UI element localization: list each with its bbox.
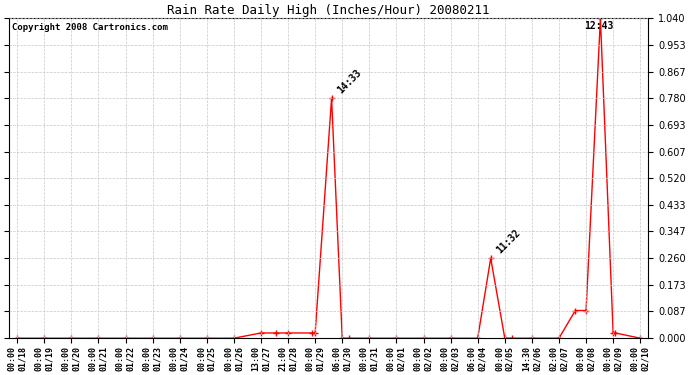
Text: 14:33: 14:33: [335, 68, 364, 95]
Text: 12:43: 12:43: [584, 21, 613, 31]
Text: 11:32: 11:32: [495, 227, 522, 255]
Text: Copyright 2008 Cartronics.com: Copyright 2008 Cartronics.com: [12, 23, 168, 32]
Title: Rain Rate Daily High (Inches/Hour) 20080211: Rain Rate Daily High (Inches/Hour) 20080…: [168, 4, 490, 17]
